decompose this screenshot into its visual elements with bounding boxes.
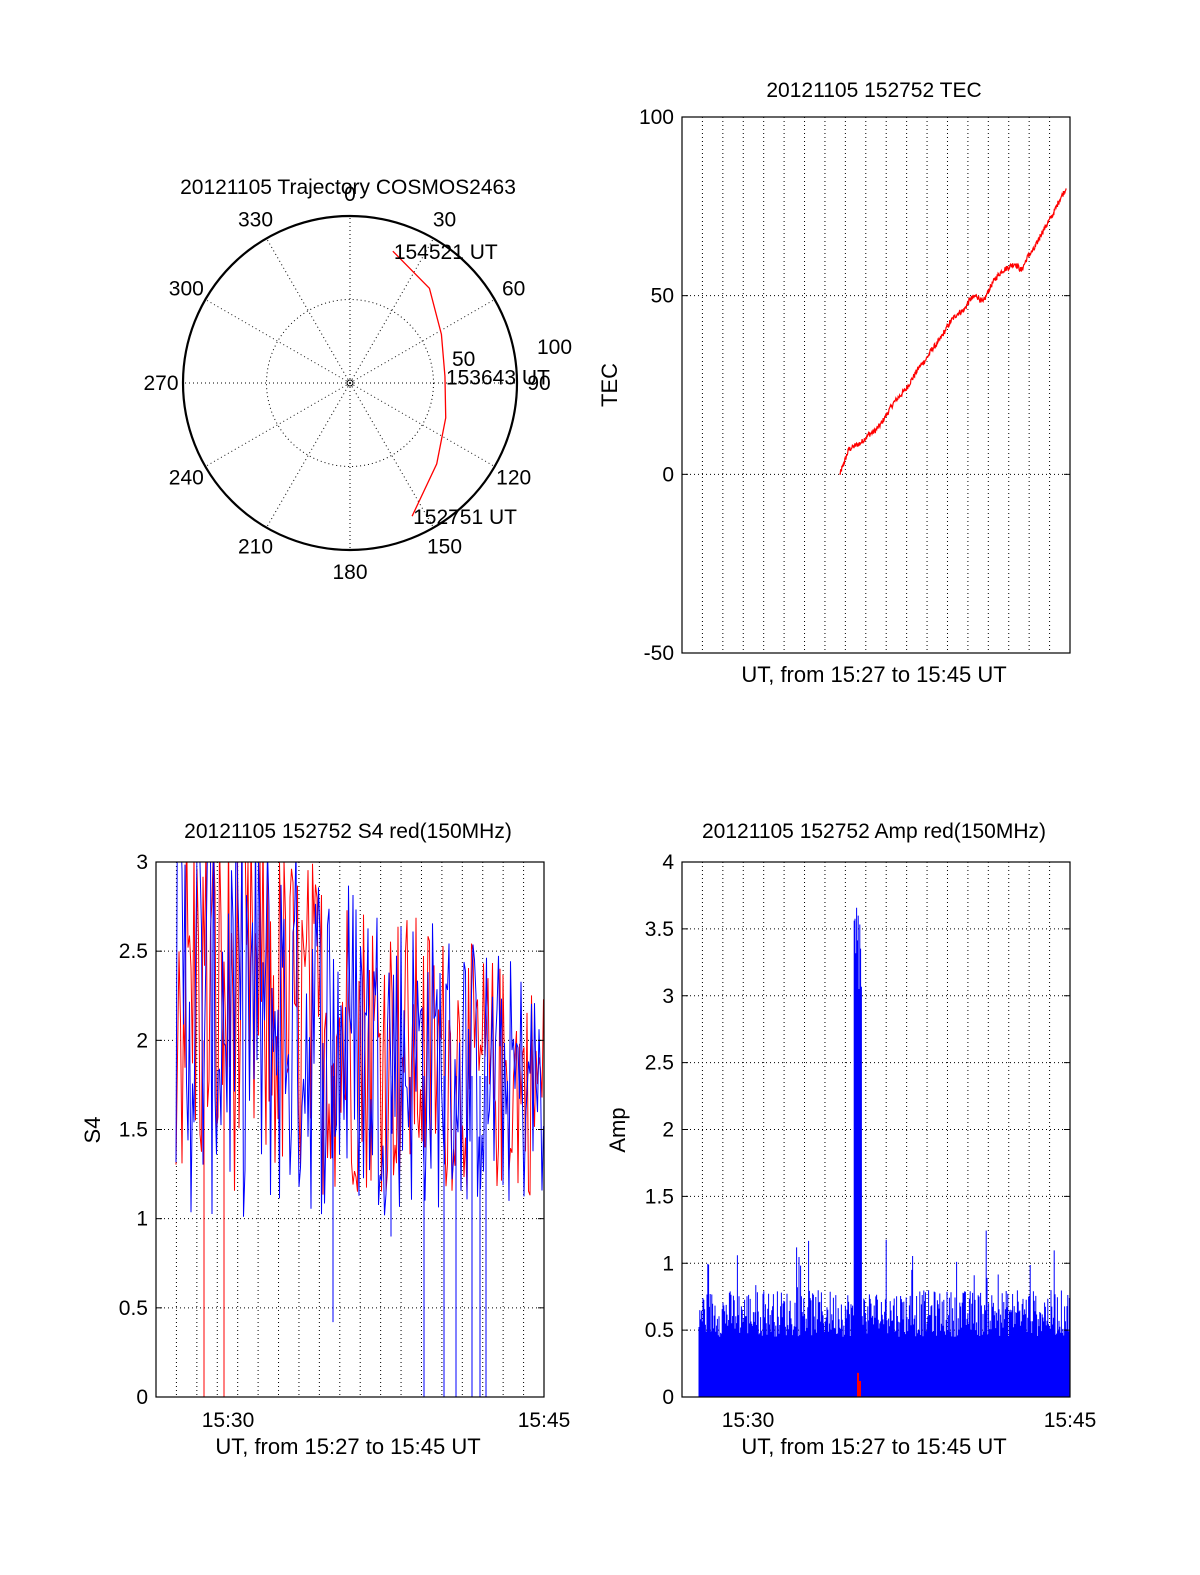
polar-radial-tick-50: 50 [452,348,475,371]
polar-azimuth-tick: 300 [169,278,204,301]
tec-y-ticks: 100 50 0 -50 [639,106,1070,665]
polar-grid-spoke [205,299,351,384]
trajectory-polar-plot: 20121105 Trajectory COSMOS2463 0 30 60 90 12… [143,176,572,584]
polar-radial-tick-100: 100 [537,336,572,359]
y-tick-label: 100 [639,106,674,129]
trajectory-time-label: 153643 UT [446,366,550,389]
tec-xlabel: UT, from 15:27 to 15:45 UT [741,662,1006,687]
polar-azimuth-tick: 0 [344,183,356,206]
tec-title: 20121105 152752 TEC [766,79,981,102]
y-tick-label: 2 [136,1029,148,1052]
y-tick-label: -50 [644,642,674,665]
y-tick-label: 1 [662,1252,674,1275]
s4-ylabel: S4 [80,1117,105,1144]
amp-plot: 20121105 152752 Amp red(150MHz) 4 3.5 3 2.5… [605,820,1096,1459]
polar-title: 20121105 Trajectory COSMOS2463 [180,176,516,199]
tec-ylabel: TEC [597,363,622,407]
polar-azimuth-tick: 90 [527,372,550,395]
tec-frame [681,116,1071,654]
amp-y-ticks: 4 3.5 3 2.5 2 1.5 1 0.5 0 [645,851,1070,1409]
amp-title: 20121105 152752 Amp red(150MHz) [702,820,1046,843]
polar-grid-spoke [205,382,351,467]
s4-y-ticks: 3 2.5 2 1.5 1 0.5 0 [119,851,544,1409]
polar-azimuth-tick: 330 [238,208,273,231]
y-tick-label: 1.5 [645,1185,674,1208]
s4-xtick-1530: 15:30 [202,1409,255,1432]
s4-title: 20121105 152752 S4 red(150MHz) [184,820,512,843]
polar-azimuth-tick: 240 [169,467,204,490]
y-tick-label: 2.5 [645,1052,674,1075]
y-tick-label: 0 [662,463,674,486]
y-tick-label: 4 [662,851,674,874]
polar-azimuth-tick: 270 [143,372,178,395]
trajectory-time-label: 152751 UT [413,506,517,529]
polar-azimuth-tick: 210 [238,536,273,559]
s4-xtick-1545: 15:45 [518,1409,571,1432]
amp-blue-series [698,907,1070,1397]
amp-red-series [857,1372,861,1397]
y-tick-label: 0.5 [645,1319,674,1342]
polar-azimuth-tick: 180 [332,561,367,584]
polar-azimuth-tick: 150 [427,536,462,559]
polar-azimuth-tick: 120 [496,467,531,490]
y-tick-label: 0 [662,1386,674,1409]
s4-plot: 20121105 152752 S4 red(150MHz) 3 2.5 2 1.5 1… [80,820,571,1459]
polar-center-marker [346,379,354,387]
trajectory-labels: 154521 UT 153643 UT 152751 UT [394,241,550,529]
amp-xlabel: UT, from 15:27 to 15:45 UT [741,1434,1006,1459]
y-tick-label: 0.5 [119,1297,148,1320]
trajectory-line [392,250,447,517]
y-tick-label: 50 [651,285,674,308]
polar-grid-spoke [266,238,351,384]
polar-grid [183,216,517,550]
polar-grid-ring [266,299,434,467]
polar-grid-spoke [266,382,351,528]
polar-azimuth-tick: 30 [433,208,456,231]
polar-azimuth-tick: 60 [502,278,525,301]
s4-xlabel: UT, from 15:27 to 15:45 UT [215,1434,480,1459]
tec-plot: 20121105 152752 TEC 100 50 0 -50 TEC UT, fr… [597,79,1071,687]
amp-xtick-1530: 15:30 [722,1409,775,1432]
trajectory-time-label: 154521 UT [394,241,498,264]
y-tick-label: 1.5 [119,1119,148,1142]
amp-ylabel: Amp [605,1107,630,1152]
tec-grid [682,117,1070,653]
y-tick-label: 3 [662,985,674,1008]
polar-outer-circle [181,214,519,552]
tec-series-line [839,188,1067,475]
y-tick-label: 3.5 [645,918,674,941]
polar-grid-spoke [349,382,495,467]
y-tick-label: 2.5 [119,940,148,963]
polar-azimuth-ticks: 0 30 60 90 120 150 180 210 240 270 300 330 [143,183,550,584]
y-tick-label: 3 [136,851,148,874]
y-tick-label: 0 [136,1386,148,1409]
y-tick-label: 2 [662,1119,674,1142]
amp-xtick-1545: 15:45 [1044,1409,1097,1432]
y-tick-label: 1 [136,1208,148,1231]
s4-blue-series [175,862,544,1397]
s4-grid [156,862,544,1397]
